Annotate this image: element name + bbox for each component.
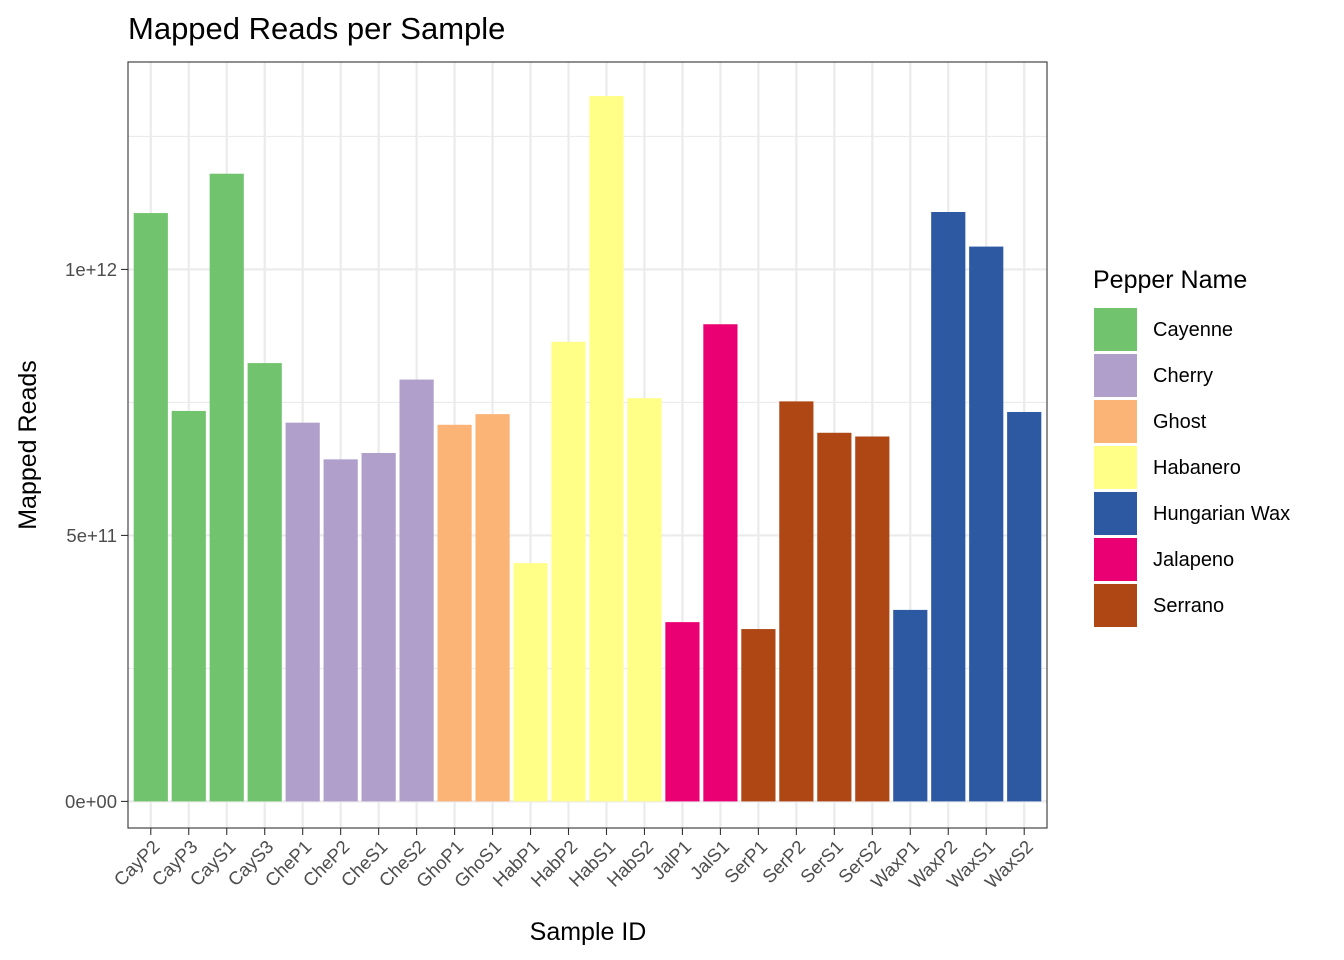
y-tick-label: 0e+00 [65, 791, 117, 812]
legend-items: Cayenne Cherry Ghost Habanero Hungarian Wax J… [1093, 307, 1290, 628]
legend-label: Hungarian Wax [1153, 503, 1290, 525]
legend-swatch [1094, 492, 1137, 535]
bar-habp1 [513, 563, 548, 802]
legend-swatch [1094, 584, 1137, 627]
legend-label: Cayenne [1153, 319, 1233, 341]
legend-title: Pepper Name [1093, 266, 1247, 294]
legend-swatch [1094, 400, 1137, 443]
legend: Pepper Name Cayenne Cherry Ghost Habanero Hu… [1093, 266, 1290, 628]
bar-cays3 [247, 363, 282, 802]
legend-swatch [1094, 538, 1137, 581]
bar-waxs1 [969, 246, 1004, 802]
bar-waxs2 [1007, 412, 1042, 802]
y-axis-title: Mapped Reads [14, 360, 42, 530]
legend-item: Jalapeno [1093, 537, 1234, 582]
panel-border [127, 61, 1048, 829]
legend-label: Ghost [1153, 411, 1207, 433]
legend-item: Serrano [1093, 583, 1224, 628]
x-axis-title: Sample ID [530, 918, 647, 946]
bar-ghos1 [475, 414, 510, 802]
legend-label: Habanero [1153, 457, 1241, 479]
y-axis: 0e+00 5e+11 1e+12 [65, 259, 128, 812]
plot-panel [127, 61, 1048, 829]
bar-cayp3 [171, 410, 206, 802]
legend-label: Cherry [1153, 365, 1213, 387]
bar-cayp2 [133, 213, 168, 802]
y-tick-label: 5e+11 [66, 525, 117, 546]
bar-sers2 [855, 436, 890, 802]
bar-habp2 [551, 341, 586, 802]
y-tick-label: 1e+12 [65, 259, 117, 280]
bar-habs2 [627, 398, 662, 802]
bar-chep2 [323, 459, 358, 802]
bar-waxp1 [893, 609, 928, 802]
legend-item: Ghost [1093, 399, 1207, 444]
bar-serp2 [779, 401, 814, 802]
legend-item: Cherry [1093, 353, 1213, 398]
legend-swatch [1094, 354, 1137, 397]
legend-swatch [1094, 446, 1137, 489]
bar-jalp1 [665, 622, 700, 802]
bar-jals1 [703, 324, 738, 802]
chart-title: Mapped Reads per Sample [128, 11, 505, 46]
bars-layer [133, 96, 1042, 802]
bar-ches2 [399, 379, 434, 802]
legend-swatch [1094, 308, 1137, 351]
legend-label: Jalapeno [1153, 549, 1234, 571]
bar-serp1 [741, 629, 776, 802]
bar-cays1 [209, 173, 244, 802]
bar-ghop1 [437, 424, 472, 802]
legend-item: Hungarian Wax [1093, 491, 1290, 536]
bar-ches1 [361, 452, 396, 802]
legend-item: Cayenne [1093, 307, 1233, 352]
bar-sers1 [817, 432, 852, 802]
bar-chep1 [285, 422, 320, 802]
legend-item: Habanero [1093, 445, 1241, 490]
bar-habs1 [589, 96, 624, 802]
legend-label: Serrano [1153, 595, 1224, 617]
bar-waxp2 [931, 212, 966, 802]
